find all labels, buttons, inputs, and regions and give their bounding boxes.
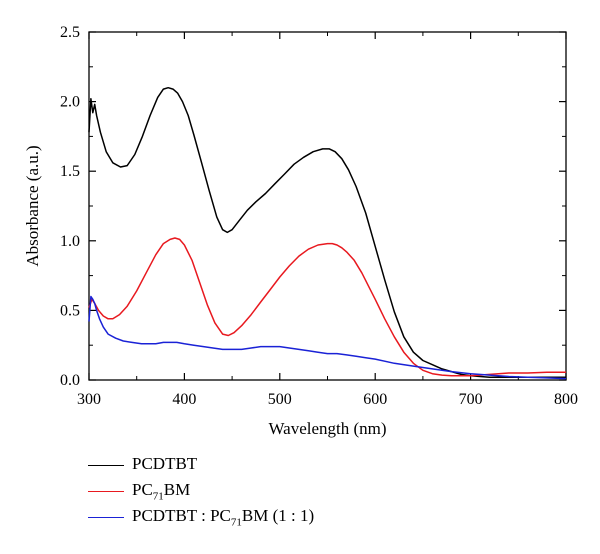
series-line-pc71bm bbox=[88, 237, 566, 377]
y-tick-label: 1.0 bbox=[60, 233, 80, 250]
y-tick-label: 0.5 bbox=[60, 302, 80, 319]
legend-label-pcdtbt: PCDTBT bbox=[132, 453, 198, 473]
x-tick-label: 700 bbox=[459, 391, 483, 408]
y-axis-title: Absorbance (a.u.) bbox=[23, 145, 42, 266]
x-tick-label: 600 bbox=[363, 391, 387, 408]
legend-label-blend: PCDTBT : PC71BM (1 : 1) bbox=[132, 505, 315, 529]
plot-frame bbox=[88, 31, 567, 381]
y-tick-label: 1.5 bbox=[60, 163, 80, 180]
legend: PCDTBT PC71BM PCDTBT : PC71BM (1 : 1) bbox=[88, 452, 314, 530]
legend-item-pc71bm: PC71BM bbox=[88, 478, 314, 504]
plot-area: 300 400 500 600 700 800 0.0 0.5 1.0 1.5 2.0 2.5 Wave… bbox=[23, 24, 578, 438]
series-line-pcdtbt bbox=[88, 86, 566, 378]
y-tick-label: 0.0 bbox=[60, 372, 80, 389]
legend-line-blend bbox=[88, 516, 124, 518]
x-tick-label: 300 bbox=[77, 391, 101, 408]
legend-line-pcdtbt bbox=[88, 464, 124, 466]
x-axis-title: Wavelength (nm) bbox=[268, 419, 386, 438]
absorbance-chart: 300 400 500 600 700 800 0.0 0.5 1.0 1.5 2.0 2.5 Wave… bbox=[23, 24, 578, 438]
legend-item-blend: PCDTBT : PC71BM (1 : 1) bbox=[88, 504, 314, 530]
x-tick-label: 400 bbox=[172, 391, 196, 408]
legend-label-pc71bm: PC71BM bbox=[132, 479, 191, 503]
x-tick-label: 800 bbox=[554, 391, 578, 408]
legend-item-pcdtbt: PCDTBT bbox=[88, 452, 314, 478]
x-tick-label: 500 bbox=[268, 391, 292, 408]
y-tick-label: 2.0 bbox=[60, 94, 80, 111]
y-tick-label: 2.5 bbox=[60, 24, 80, 41]
legend-line-pc71bm bbox=[88, 490, 124, 492]
series-line-blend bbox=[88, 295, 567, 380]
